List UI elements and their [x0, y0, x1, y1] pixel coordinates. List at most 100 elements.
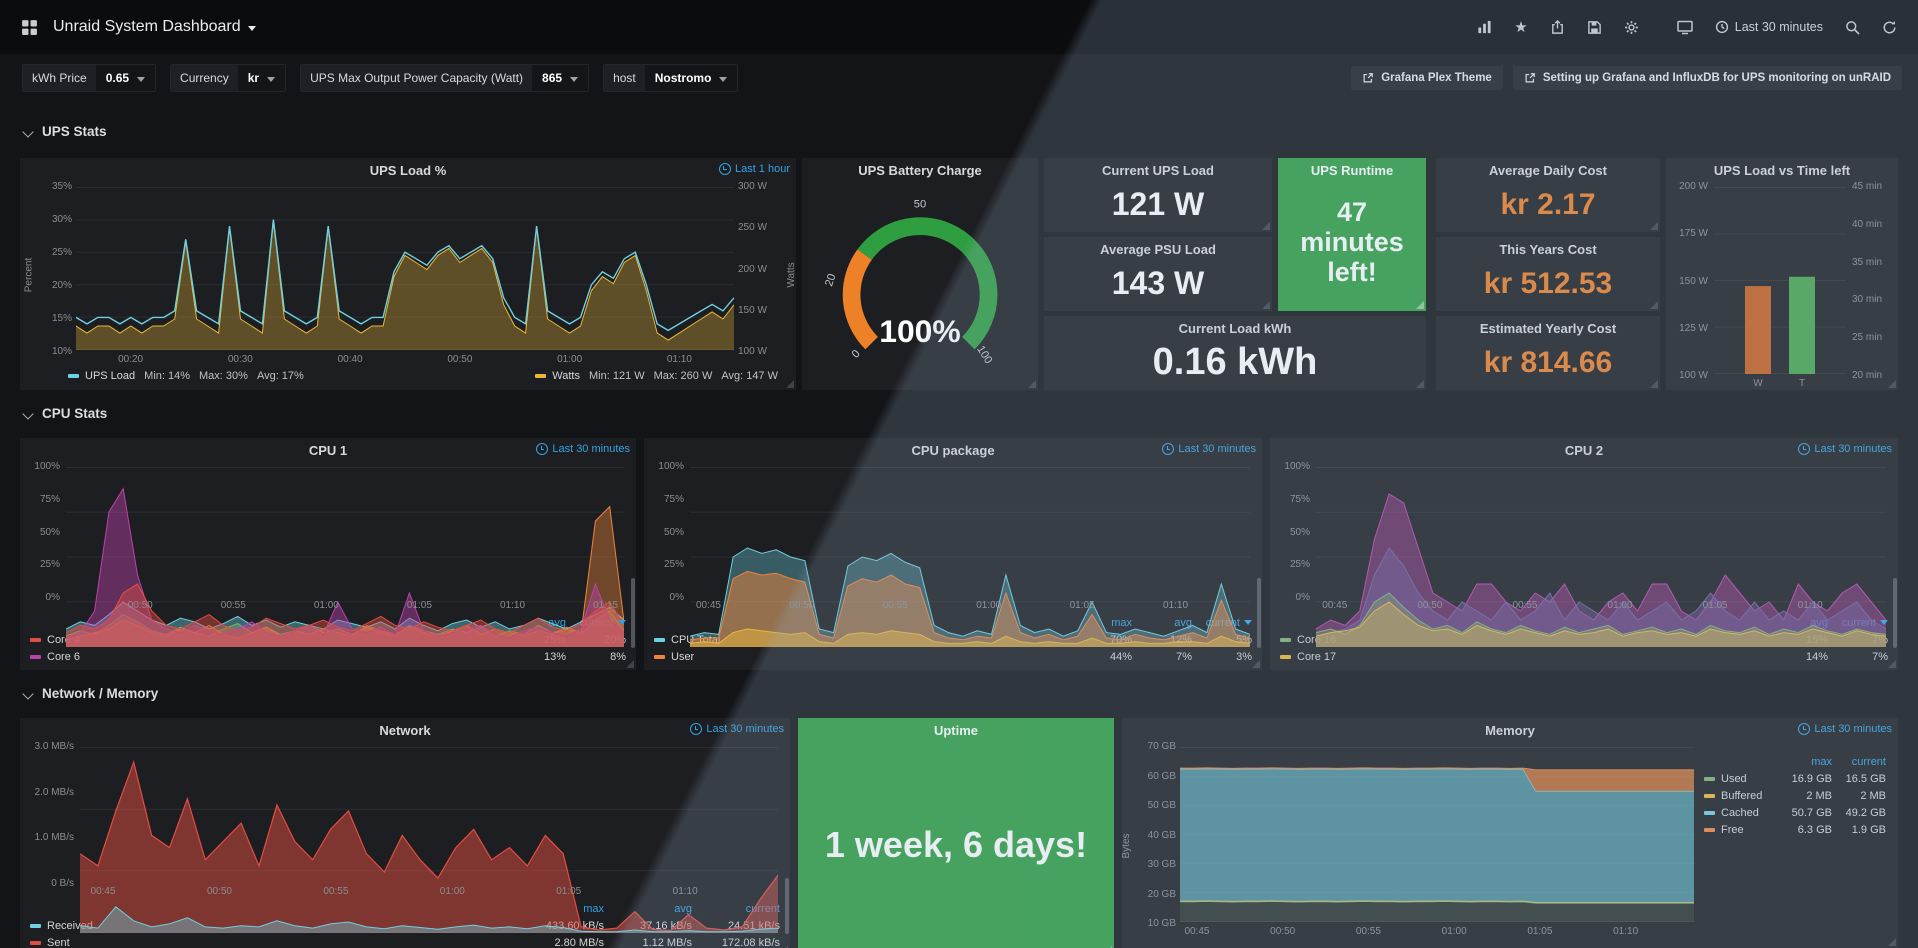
panel-title[interactable]: Uptime [933, 723, 979, 738]
legend-series-toggle[interactable]: Cached [1704, 807, 1778, 819]
series-color-swatch[interactable] [1704, 810, 1715, 815]
section-network-memory[interactable]: Network / Memory [22, 686, 158, 701]
legend-sort-avg[interactable]: avg [1810, 616, 1828, 629]
legend-scrollbar[interactable] [785, 878, 789, 934]
memory-chart[interactable]: 70 GB 60 GB 50 GB 40 GB 30 GB 20 GB 10 GB Bytes… [1121, 741, 1704, 948]
legend-sort-avg[interactable]: avg [674, 902, 692, 915]
network-chart[interactable]: 3.0 MB/s 2.0 MB/s 1.0 MB/s 0 B/s 00:45 00:50 0… [20, 741, 790, 933]
ups-load-chart[interactable]: 35% 30% 25% 20% 15% 10% 300 W 250 W 200 W 150 W 10… [20, 181, 797, 366]
panel-title[interactable]: CPU 1 [308, 443, 348, 458]
refresh-button[interactable] [1871, 0, 1908, 54]
section-ups-stats[interactable]: UPS Stats [22, 124, 107, 139]
link-ups-monitoring-guide[interactable]: Setting up Grafana and InfluxDB for UPS … [1512, 66, 1902, 90]
panel-resize-handle[interactable] [1104, 946, 1112, 948]
variable-value-dropdown[interactable]: 865 [532, 65, 588, 91]
panel-title[interactable]: Current UPS Load [1102, 163, 1214, 178]
legend-sort-current[interactable]: current [1828, 617, 1888, 629]
series-color-swatch[interactable] [1704, 776, 1715, 781]
panel-title[interactable]: This Years Cost [1499, 242, 1597, 257]
panel-resize-handle[interactable] [786, 380, 794, 388]
panel-resize-handle[interactable] [1650, 380, 1658, 388]
panel-resize-handle[interactable] [1028, 380, 1036, 388]
series-color-swatch[interactable] [654, 637, 665, 642]
panel-title[interactable]: Average Daily Cost [1488, 163, 1607, 178]
time-range-picker[interactable]: Last 30 minutes [1704, 0, 1834, 54]
cpu-package-chart[interactable]: 100% 75% 50% 25% 0% 00:45 00:50 00:55 01:00 01:05… [644, 461, 1262, 647]
legend-sort-current[interactable]: current [1851, 755, 1886, 768]
panel-resize-handle[interactable] [1416, 380, 1424, 388]
series-color-swatch[interactable] [30, 923, 41, 928]
dashboard-title-dropdown[interactable]: Unraid System Dashboard [53, 18, 256, 36]
panel-resize-handle[interactable] [1262, 301, 1270, 309]
panel-resize-handle[interactable] [626, 660, 634, 668]
legend-series-toggle[interactable]: Core 6 [30, 651, 506, 663]
panel-time-override[interactable]: Last 30 minutes [1798, 723, 1892, 735]
legend-series-toggle[interactable]: User [654, 651, 1072, 663]
variable-value-dropdown[interactable]: kr [238, 65, 285, 91]
legend-series-toggle[interactable]: Used [1704, 773, 1778, 785]
cpu1-chart[interactable]: 100% 75% 50% 25% 0% 00:50 00:55 01:00 01:05 01:10… [20, 461, 636, 647]
series-color-swatch[interactable] [1280, 654, 1291, 659]
legend-sort-max[interactable]: max [1811, 755, 1832, 768]
panel-resize-handle[interactable] [1650, 222, 1658, 230]
legend-series-toggle[interactable]: UPS Load [85, 369, 136, 382]
series-color-swatch[interactable] [1704, 827, 1715, 832]
panel-time-override[interactable]: Last 30 minutes [536, 443, 630, 455]
panel-resize-handle[interactable] [1650, 301, 1658, 309]
legend-series-toggle[interactable]: Free [1704, 824, 1778, 836]
legend-scrollbar[interactable] [1893, 578, 1897, 648]
legend-series-toggle[interactable]: Buffered [1704, 790, 1778, 802]
series-color-swatch[interactable] [1280, 637, 1291, 642]
legend-series-toggle[interactable]: Sent [30, 937, 516, 948]
grafana-apps-menu-button[interactable] [10, 0, 49, 54]
series-color-swatch[interactable] [654, 654, 665, 659]
panel-resize-handle[interactable] [1262, 222, 1270, 230]
panel-title[interactable]: Memory [1485, 723, 1535, 738]
legend-series-toggle[interactable]: Core 16 [1280, 634, 1768, 646]
legend-sort-avg[interactable]: avg [548, 616, 566, 629]
share-dashboard-button[interactable] [1539, 0, 1576, 54]
series-color-swatch[interactable] [30, 654, 41, 659]
legend-scrollbar[interactable] [631, 578, 635, 648]
series-color-swatch[interactable] [30, 940, 41, 945]
dashboard-settings-button[interactable] [1613, 0, 1650, 54]
battery-gauge[interactable]: 0 20 50 100 100% [802, 183, 1038, 390]
panel-resize-handle[interactable] [1888, 660, 1896, 668]
legend-series-toggle[interactable]: Core 17 [1280, 651, 1768, 663]
panel-resize-handle[interactable] [1252, 660, 1260, 668]
legend-sort-max[interactable]: max [583, 902, 604, 915]
panel-title[interactable]: UPS Runtime [1310, 163, 1394, 178]
link-grafana-plex-theme[interactable]: Grafana Plex Theme [1351, 66, 1503, 90]
variable-currency[interactable]: Currency kr [170, 64, 287, 92]
panel-time-override[interactable]: Last 30 minutes [1798, 443, 1892, 455]
legend-scrollbar[interactable] [1257, 578, 1261, 648]
panel-resize-handle[interactable] [1416, 301, 1424, 309]
series-color-swatch[interactable] [68, 373, 79, 378]
series-color-swatch[interactable] [30, 637, 41, 642]
legend-series-toggle[interactable]: Watts [552, 369, 580, 382]
panel-title[interactable]: CPU package [911, 443, 995, 458]
panel-time-override[interactable]: Last 1 hour [718, 163, 790, 175]
variable-value-dropdown[interactable]: 0.65 [96, 65, 155, 91]
panel-title[interactable]: Average PSU Load [1100, 242, 1216, 257]
legend-sort-max[interactable]: max [1111, 616, 1132, 629]
series-color-swatch[interactable] [1704, 793, 1715, 798]
legend-sort-current[interactable]: current [566, 617, 626, 629]
variable-ups-max-output[interactable]: UPS Max Output Power Capacity (Watt) 865 [300, 64, 590, 92]
variable-kwh-price[interactable]: kWh Price 0.65 [22, 64, 157, 92]
panel-title[interactable]: CPU 2 [1564, 443, 1604, 458]
legend-series-toggle[interactable]: Core 4 [30, 634, 506, 646]
tv-mode-button[interactable] [1666, 0, 1704, 54]
panel-title[interactable]: UPS Battery Charge [858, 163, 982, 178]
panel-time-override[interactable]: Last 30 minutes [690, 723, 784, 735]
series-color-swatch[interactable] [535, 373, 547, 378]
legend-sort-avg[interactable]: avg [1174, 616, 1192, 629]
panel-resize-handle[interactable] [1888, 938, 1896, 946]
add-panel-button[interactable] [1466, 0, 1503, 54]
variable-host[interactable]: host Nostromo [603, 64, 739, 92]
star-dashboard-button[interactable]: ★ [1503, 0, 1538, 54]
panel-title[interactable]: Current Load kWh [1178, 321, 1292, 336]
save-dashboard-button[interactable] [1576, 0, 1613, 54]
panel-title[interactable]: Network [379, 723, 431, 738]
cpu2-chart[interactable]: 100% 75% 50% 25% 0% 00:45 00:50 00:55 01:00 01:05… [1270, 461, 1898, 647]
